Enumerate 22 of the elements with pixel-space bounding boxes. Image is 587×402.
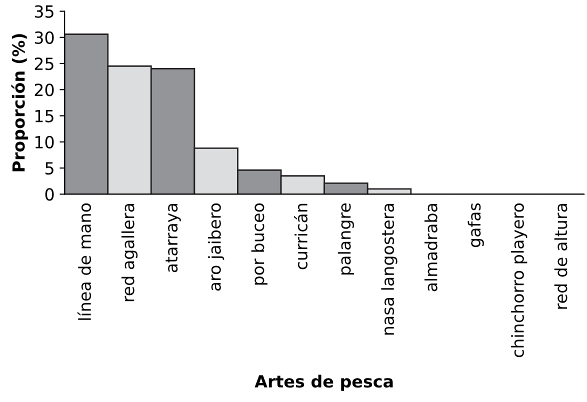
y-tick-label: 5 <box>46 162 54 175</box>
x-tick-label: nasa langostera <box>381 204 398 335</box>
y-tick-label: 10 <box>35 136 54 148</box>
x-tick-label: curricán <box>294 204 308 270</box>
x-axis-title: Artes de pesca <box>254 374 393 391</box>
y-tick-label: 0 <box>45 188 54 201</box>
x-tick-label: red de altura <box>554 204 568 309</box>
x-tick-label: palangre <box>338 203 354 274</box>
x-tick-label: almadraba <box>424 204 438 292</box>
x-tick-label: aro jaibero <box>208 203 224 291</box>
x-tick-label: atarraya <box>166 204 181 272</box>
x-tick-label: chinchorro playero <box>511 203 528 358</box>
y-tick-label: 30 <box>34 31 54 44</box>
y-tick-label: 35 <box>34 5 54 18</box>
x-tick-label: red agallera <box>121 204 138 302</box>
x-tick-label: por buceo <box>251 203 268 285</box>
y-axis-title: Proporción (%) <box>11 34 28 172</box>
x-tick-label: gafas <box>468 203 484 248</box>
x-tick-label: línea de mano <box>77 203 92 320</box>
y-tick-label: 25 <box>34 57 54 70</box>
y-tick-label: 20 <box>34 84 54 96</box>
y-tick-label: 15 <box>35 110 54 122</box>
